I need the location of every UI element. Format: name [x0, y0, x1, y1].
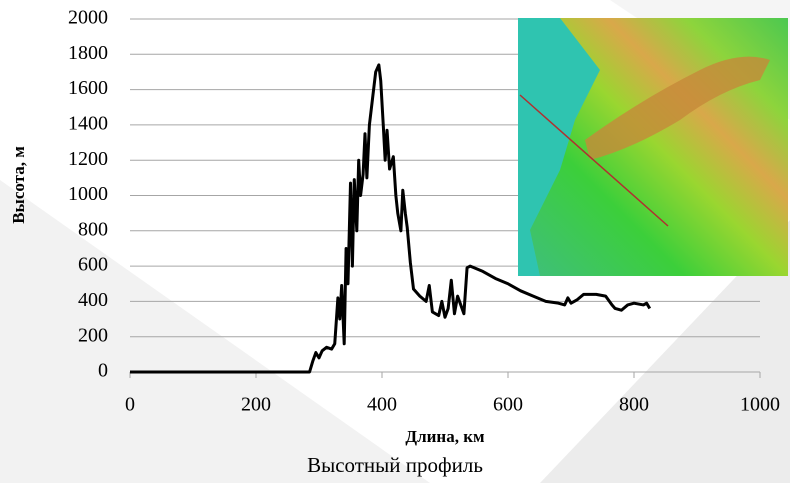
- y-tick-label: 200: [78, 324, 108, 346]
- y-tick-label: 600: [78, 254, 108, 276]
- profile-line: [130, 63, 652, 374]
- x-axis-title: Длина, км: [405, 427, 485, 446]
- y-tick-label: 0: [98, 360, 108, 382]
- x-tick-label: 800: [619, 394, 649, 416]
- background-shape: [0, 180, 430, 483]
- x-tick-label: 600: [493, 394, 523, 416]
- y-tick-label: 800: [78, 218, 108, 240]
- x-tick-label: 0: [125, 394, 135, 416]
- background-shape: [540, 220, 790, 483]
- y-tick-label: 1200: [68, 148, 108, 170]
- caption: Высотный профиль: [307, 453, 483, 477]
- y-axis-title: Высота, м: [9, 146, 28, 224]
- y-tick-label: 1400: [68, 112, 108, 134]
- y-tick-label: 400: [78, 289, 108, 311]
- y-tick-label: 1800: [68, 42, 108, 64]
- y-tick-label: 2000: [68, 7, 108, 29]
- y-tick-label: 1000: [68, 183, 108, 205]
- x-tick-label: 200: [241, 394, 271, 416]
- x-tick-label: 1000: [740, 394, 780, 416]
- x-tick-label: 400: [367, 394, 397, 416]
- inset-map: [518, 18, 788, 276]
- y-tick-label: 1600: [68, 77, 108, 99]
